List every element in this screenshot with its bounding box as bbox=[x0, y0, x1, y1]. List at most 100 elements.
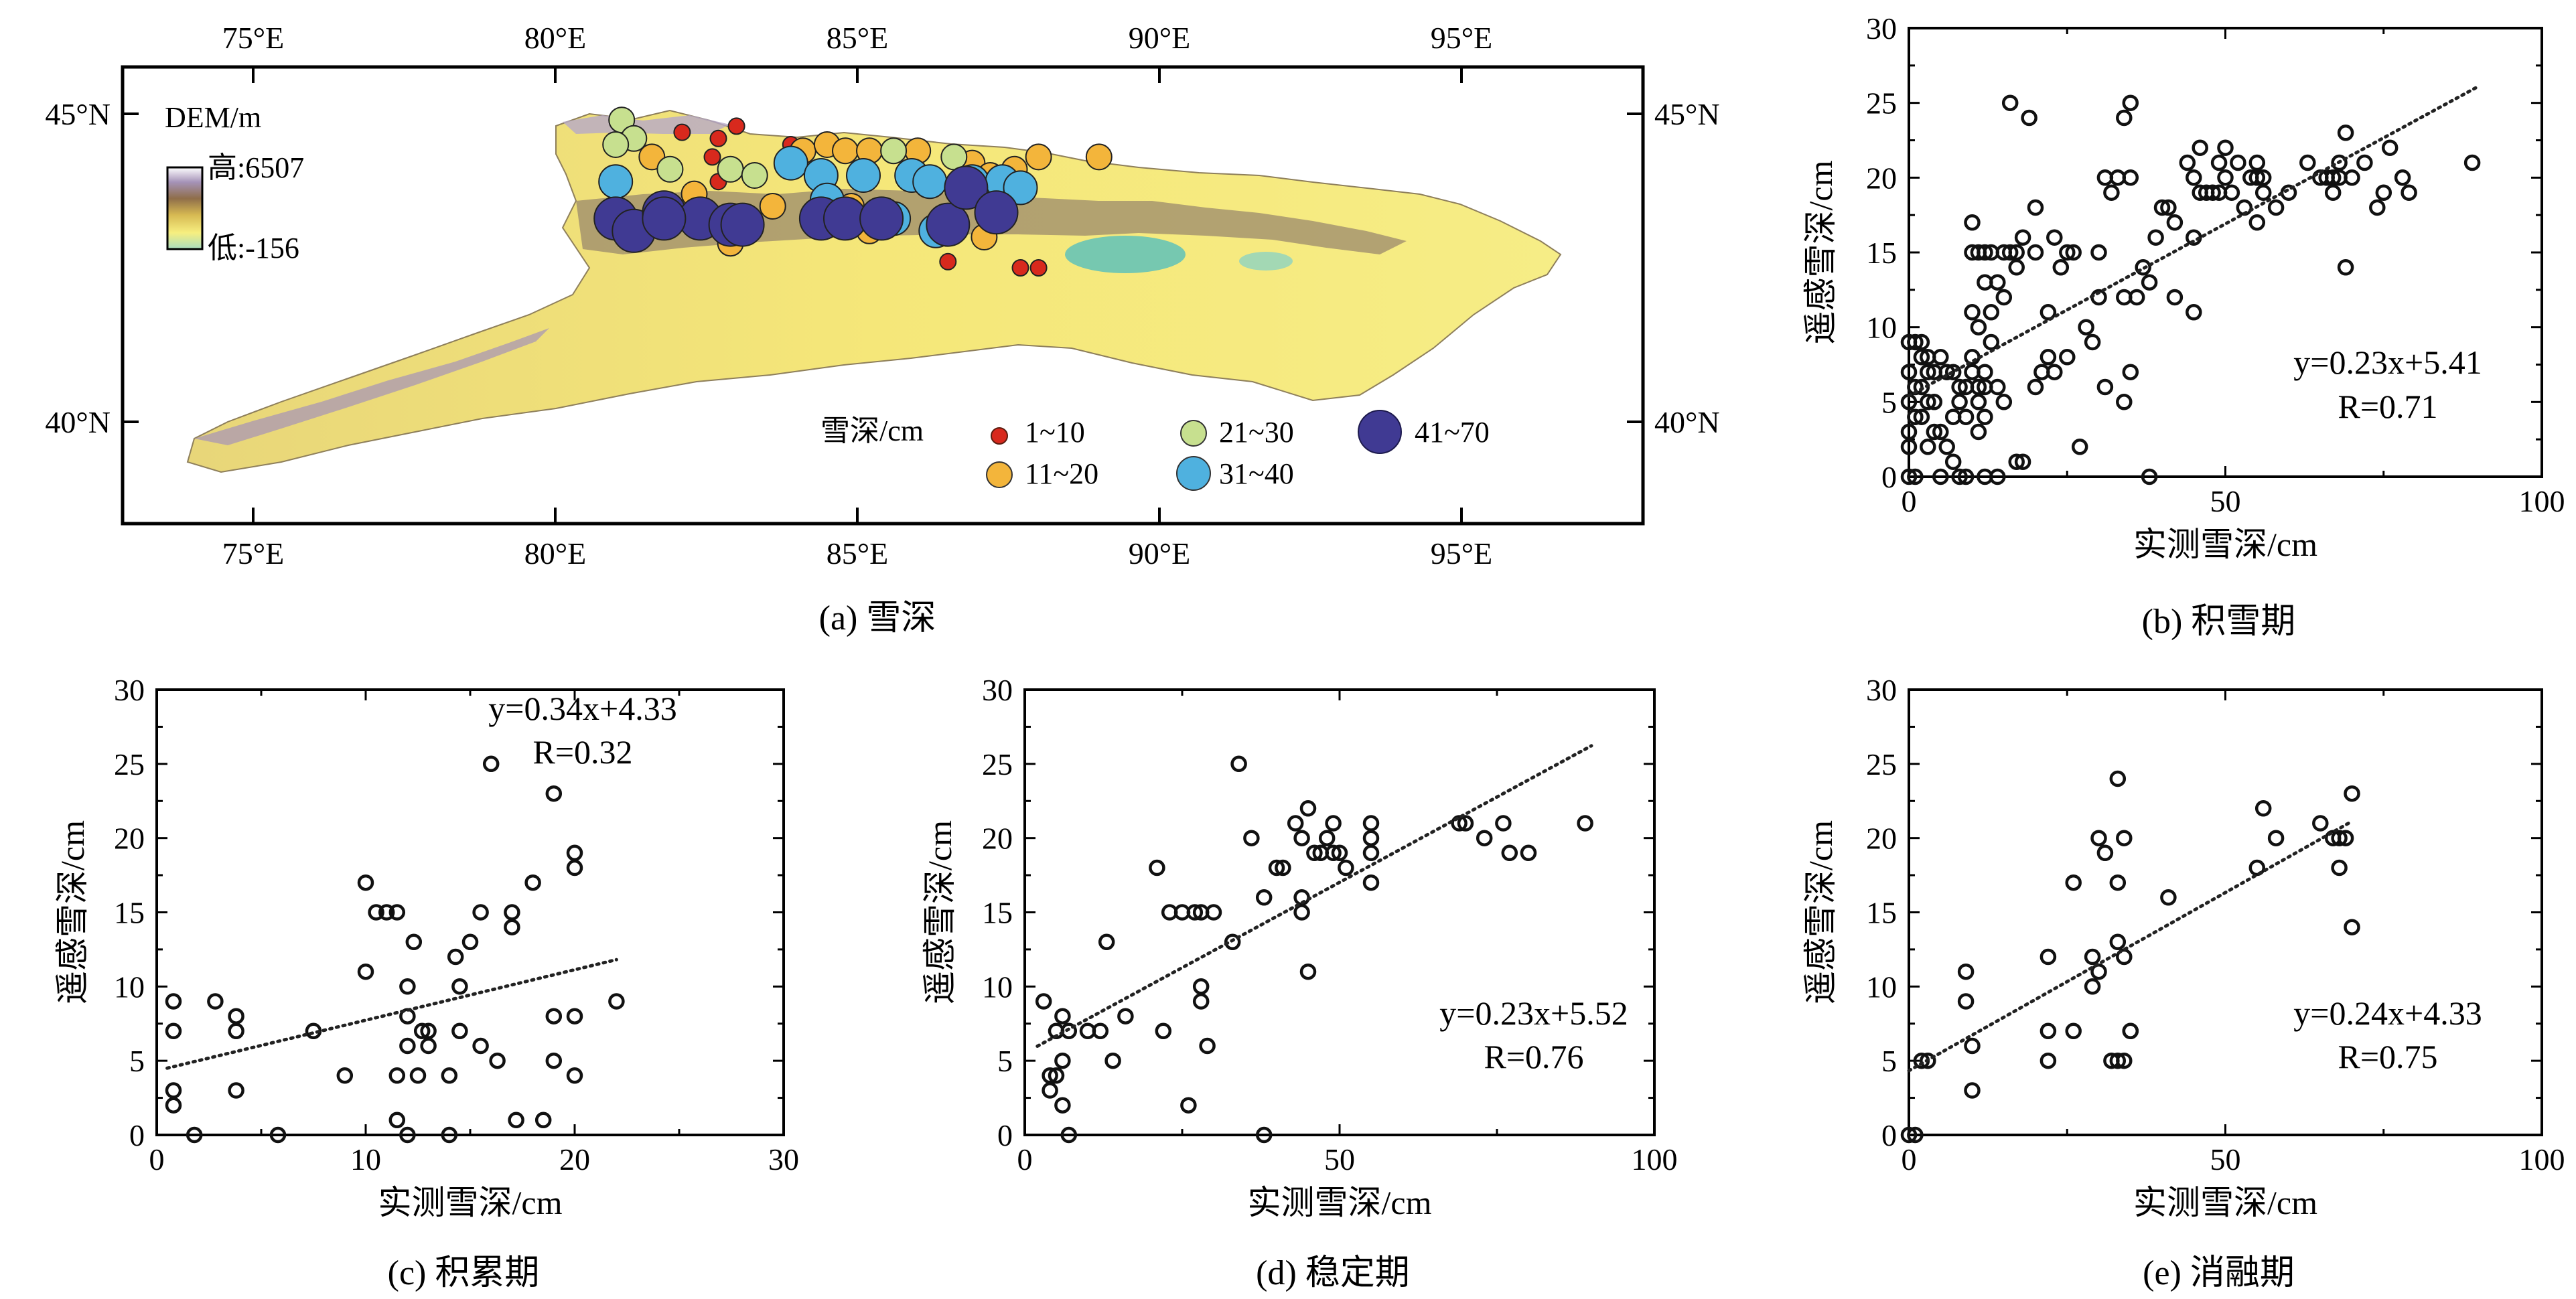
data-point bbox=[378, 904, 395, 921]
data-point bbox=[2046, 229, 2063, 246]
data-point bbox=[1900, 439, 1918, 455]
data-point bbox=[2331, 154, 2348, 171]
y-tick-label: 10 bbox=[114, 970, 145, 1004]
station-marker bbox=[1003, 170, 1038, 206]
trend-line bbox=[1907, 820, 2354, 1073]
station-markers bbox=[593, 106, 1113, 277]
data-point bbox=[1293, 830, 1310, 846]
data-point bbox=[2096, 378, 2114, 396]
data-point bbox=[1275, 859, 1291, 876]
data-point bbox=[2090, 963, 2107, 980]
panel-c-scatter: 0 10 20 30 0 5 10 15 20 25 30 实测雪深/cm 遥感雪深/cm y=0.34x… bbox=[54, 673, 799, 1292]
data-point bbox=[2210, 154, 2228, 171]
data-point bbox=[524, 874, 541, 891]
data-point bbox=[1035, 993, 1052, 1010]
lon-label-bottom: 85°E bbox=[827, 536, 889, 570]
data-point bbox=[1362, 830, 1380, 846]
data-point bbox=[1224, 933, 1241, 951]
correlation-r: R=0.76 bbox=[1484, 1038, 1583, 1075]
kunlun-range bbox=[194, 328, 549, 445]
data-point bbox=[2008, 244, 2025, 261]
y-tick-label: 10 bbox=[982, 970, 1013, 1004]
data-point bbox=[1920, 394, 1936, 410]
fit-equation: y=0.23x+5.41 bbox=[2293, 343, 2482, 381]
data-point bbox=[1995, 394, 2013, 410]
data-point bbox=[1501, 844, 1518, 862]
data-point bbox=[228, 1008, 244, 1024]
data-point bbox=[2078, 319, 2094, 335]
lat-label-left: 40°N bbox=[45, 405, 111, 439]
data-point bbox=[2046, 364, 2063, 380]
fit-equation: y=0.34x+4.33 bbox=[488, 690, 676, 727]
data-point bbox=[2027, 378, 2044, 396]
data-point bbox=[1362, 874, 1380, 891]
data-point bbox=[405, 933, 423, 951]
data-point bbox=[2186, 304, 2202, 321]
data-point bbox=[2084, 333, 2101, 351]
data-point bbox=[2116, 109, 2133, 127]
legend-marker-21-30 bbox=[1180, 420, 1207, 447]
station-marker bbox=[727, 117, 745, 135]
data-point bbox=[1331, 844, 1348, 862]
data-point bbox=[566, 1067, 583, 1084]
data-point bbox=[2248, 169, 2266, 186]
y-tick-label: 25 bbox=[982, 747, 1013, 781]
data-point bbox=[2147, 229, 2164, 246]
data-point bbox=[1117, 1008, 1134, 1024]
data-point bbox=[1243, 830, 1260, 846]
data-point bbox=[1520, 844, 1537, 862]
data-point bbox=[2040, 304, 2057, 321]
station-marker bbox=[703, 148, 721, 166]
data-point bbox=[2008, 259, 2025, 276]
data-point bbox=[1900, 468, 1918, 485]
x-axis-label: 实测雪深/cm bbox=[378, 1184, 563, 1221]
data-point bbox=[2248, 214, 2266, 231]
station-marker bbox=[642, 196, 687, 241]
data-point bbox=[165, 993, 182, 1010]
plot-frame bbox=[1908, 688, 2543, 1136]
data-point bbox=[269, 1126, 287, 1144]
station-marker bbox=[939, 252, 957, 271]
data-point bbox=[2059, 244, 2076, 261]
legend-marker-31-40 bbox=[1176, 456, 1211, 491]
data-point bbox=[1913, 408, 1930, 425]
y-tick-label: 20 bbox=[114, 822, 145, 856]
data-point bbox=[2116, 394, 2133, 410]
x-axis-label: 实测雪深/cm bbox=[2133, 526, 2317, 563]
data-point bbox=[2248, 154, 2266, 171]
data-point bbox=[1192, 978, 1210, 995]
dem-color-ramp bbox=[166, 166, 204, 250]
data-point bbox=[1970, 423, 1987, 441]
data-point bbox=[1907, 1126, 1924, 1144]
data-point bbox=[1989, 468, 2006, 485]
data-point bbox=[1318, 830, 1336, 846]
data-point bbox=[1920, 439, 1936, 455]
data-point bbox=[2337, 125, 2354, 141]
data-point bbox=[1957, 993, 1975, 1010]
data-point bbox=[2223, 184, 2240, 201]
data-point bbox=[1149, 859, 1165, 876]
data-point bbox=[1299, 963, 1317, 980]
dem-legend-low: 低:-156 bbox=[208, 232, 299, 264]
station-marker bbox=[944, 165, 989, 210]
data-point bbox=[2059, 349, 2076, 366]
data-point bbox=[2040, 349, 2057, 366]
data-point bbox=[1983, 304, 2000, 321]
x-tick-label: 0 bbox=[1902, 484, 1917, 518]
dem-legend: DEM/m 高:6507 低:-156 bbox=[165, 101, 304, 264]
data-point bbox=[2299, 154, 2316, 171]
panel-caption: (d) 稳定期 bbox=[1256, 1254, 1410, 1292]
data-point bbox=[1104, 1052, 1121, 1069]
data-point bbox=[1476, 830, 1493, 846]
data-point bbox=[2065, 244, 2082, 261]
map-lon-labels-bottom: 75°E 80°E 85°E 90°E 95°E bbox=[222, 536, 1493, 570]
data-point bbox=[207, 993, 224, 1010]
lon-label-top: 80°E bbox=[524, 21, 587, 55]
lon-label-top: 85°E bbox=[827, 21, 889, 55]
data-point bbox=[566, 844, 583, 862]
data-point bbox=[2337, 259, 2354, 276]
data-point bbox=[447, 948, 464, 966]
data-point bbox=[2401, 184, 2417, 201]
station-marker bbox=[846, 158, 881, 193]
data-point bbox=[1054, 1008, 1071, 1024]
